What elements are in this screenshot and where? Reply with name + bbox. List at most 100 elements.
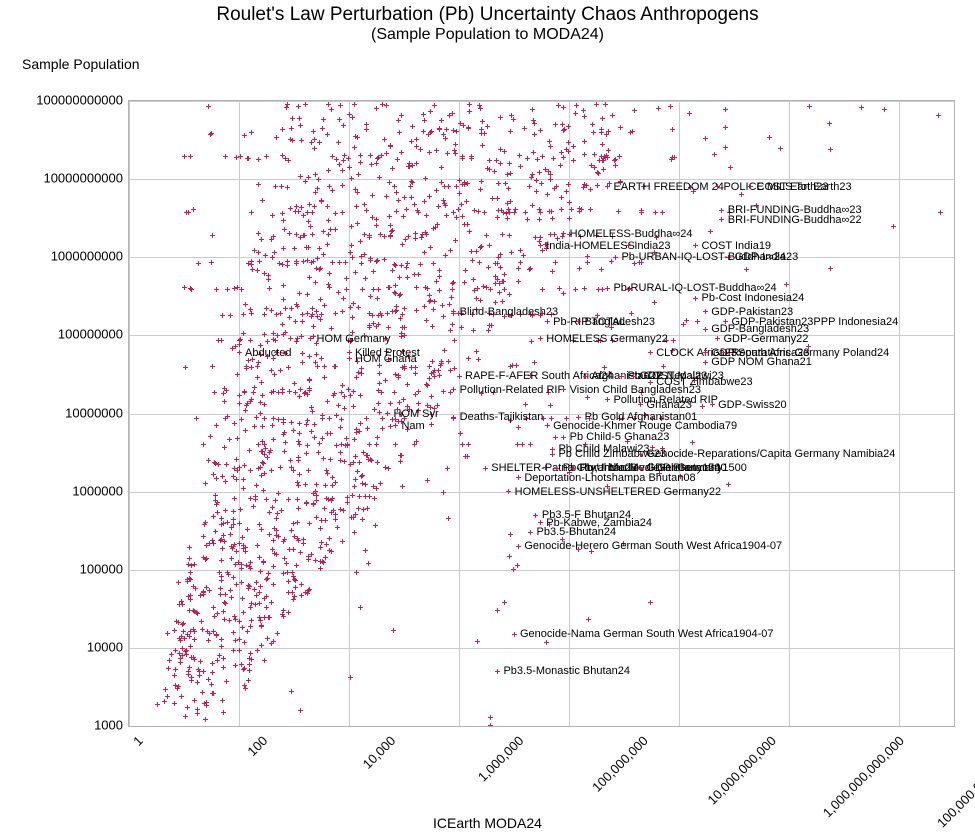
data-point (584, 183, 589, 188)
data-point (495, 215, 500, 220)
data-point (276, 534, 281, 539)
data-point (264, 605, 269, 610)
data-point (261, 559, 266, 564)
data-point (270, 505, 275, 510)
data-point (326, 232, 331, 237)
data-point (369, 458, 374, 463)
annotation-label: Blind-Bangladesh23 (460, 306, 558, 318)
annotated-point (483, 466, 488, 471)
data-point (600, 158, 605, 163)
gridline-v (899, 101, 900, 726)
y-tick-label: 10000000000 (3, 171, 123, 186)
data-point (516, 266, 521, 271)
data-point (361, 507, 366, 512)
data-point (244, 563, 249, 568)
data-point (353, 454, 358, 459)
data-point (424, 382, 429, 387)
annotated-point (638, 452, 643, 457)
data-point (397, 293, 402, 298)
data-point (601, 167, 606, 172)
annotation-label: Pb-Urban Medieval-Germany1500 (579, 462, 747, 474)
data-point (336, 403, 341, 408)
data-point (479, 244, 484, 249)
data-point (176, 580, 181, 585)
data-point (561, 291, 566, 296)
data-point (219, 522, 224, 527)
x-tick-label: 10,000,000,000 (704, 733, 779, 808)
data-point (582, 182, 587, 187)
data-point (538, 128, 543, 133)
data-point (338, 103, 343, 108)
data-point (242, 463, 247, 468)
data-point (290, 116, 295, 121)
data-point (331, 393, 336, 398)
data-point (213, 529, 218, 534)
data-point (199, 619, 204, 624)
data-point (516, 425, 521, 430)
data-point (218, 538, 223, 543)
data-point (271, 564, 276, 569)
data-point (367, 494, 372, 499)
data-point (508, 171, 513, 176)
annotation-label: Genocide-Herero German South West Africa… (524, 540, 782, 552)
data-point (487, 158, 492, 163)
data-point (529, 339, 534, 344)
data-point (540, 311, 545, 316)
data-point (380, 416, 385, 421)
data-point (258, 343, 263, 348)
data-point (246, 156, 251, 161)
annotation-label: Pb-RURAL-IQ-LOST-Buddha∞24 (613, 282, 776, 294)
data-point (382, 234, 387, 239)
data-point (399, 263, 404, 268)
data-point (333, 512, 338, 517)
data-point (287, 547, 292, 552)
annotation-label: Pb-Rural Medieval-Germany1500 (563, 462, 727, 474)
data-point (262, 596, 267, 601)
data-point (296, 538, 301, 543)
data-point (333, 227, 338, 232)
data-point (599, 267, 604, 272)
data-point (295, 536, 300, 541)
data-point (290, 138, 295, 143)
data-point (363, 548, 368, 553)
data-point (557, 286, 562, 291)
data-point (272, 551, 277, 556)
data-point (304, 451, 309, 456)
gridline-v (239, 101, 240, 726)
annotated-point (538, 520, 543, 525)
data-point (410, 180, 415, 185)
data-point (439, 359, 444, 364)
data-point (239, 287, 244, 292)
data-point (177, 602, 182, 607)
data-point (433, 225, 438, 230)
data-point (295, 480, 300, 485)
data-point (534, 189, 539, 194)
data-point (684, 318, 689, 323)
data-point (248, 307, 253, 312)
data-point (383, 465, 388, 470)
data-point (294, 563, 299, 568)
data-point (247, 656, 252, 661)
x-axis-label: ICEarth MODA24 (0, 815, 975, 831)
data-point (205, 629, 210, 634)
data-point (333, 517, 338, 522)
data-point (296, 104, 301, 109)
data-point (325, 242, 330, 247)
data-point (309, 405, 314, 410)
data-point (532, 132, 537, 137)
data-point (410, 124, 415, 129)
data-point (340, 168, 345, 173)
data-point (441, 198, 446, 203)
data-point (414, 144, 419, 149)
data-point (221, 521, 226, 526)
data-point (393, 291, 398, 296)
data-point (184, 652, 189, 657)
data-point (269, 368, 274, 373)
data-point (246, 586, 251, 591)
gridline-h (129, 414, 954, 415)
data-point (522, 126, 527, 131)
data-point (416, 210, 421, 215)
data-point (319, 199, 324, 204)
data-point (300, 351, 305, 356)
data-point (375, 296, 380, 301)
